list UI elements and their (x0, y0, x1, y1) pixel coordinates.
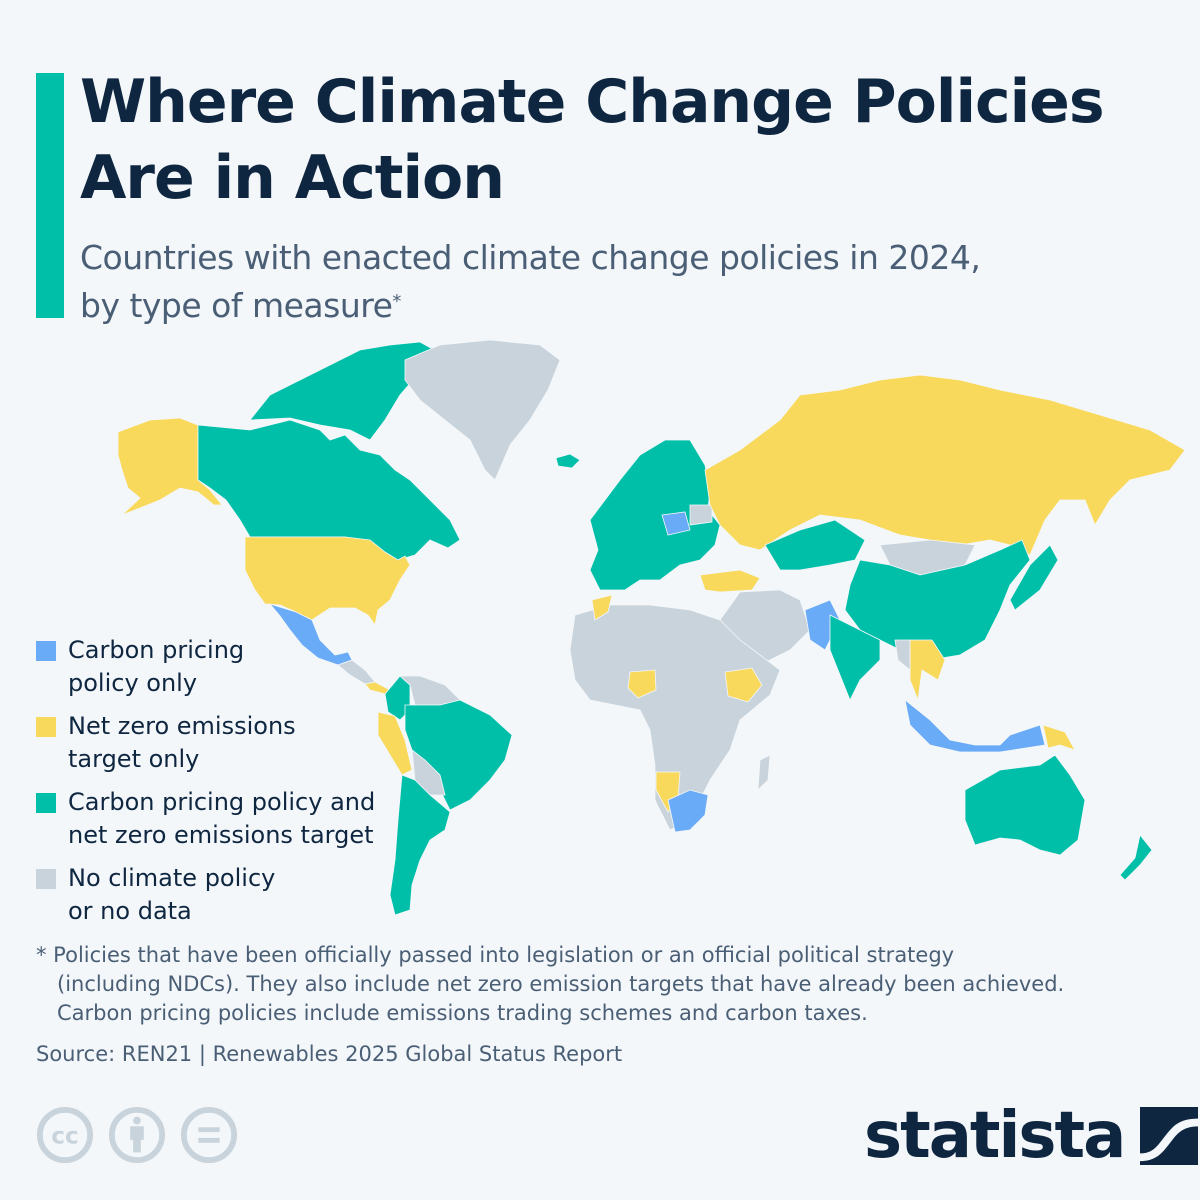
license-icons: cc (36, 1106, 238, 1164)
attribution-icon[interactable] (108, 1106, 166, 1164)
legend-item-both: Carbon pricing policy and net zero emiss… (36, 786, 396, 852)
world-map (117, 339, 1186, 916)
legend-label: Carbon pricing policy and net zero emiss… (68, 786, 396, 852)
legend-label: Net zero emissions target only (68, 710, 396, 776)
accent-bar (36, 73, 64, 318)
region-indonesia (904, 699, 1046, 753)
region-turkey (699, 569, 761, 593)
footnote-line-3: Carbon pricing policies include emission… (57, 1001, 868, 1025)
legend-label-line: No climate policy (68, 864, 276, 892)
region-kazakhstan (764, 519, 866, 571)
footnote-line-1: * Policies that have been officially pas… (36, 943, 955, 967)
region-south-africa (667, 789, 709, 833)
title-line-1: Where Climate Change Policies (80, 67, 1105, 137)
legend-label-line: target only (68, 745, 200, 773)
svg-text:cc: cc (51, 1123, 79, 1150)
legend-label-line: policy only (68, 669, 198, 697)
region-belarus (689, 504, 713, 526)
legend-item-none: No climate policy or no data (36, 862, 396, 928)
legend-label-line: net zero emissions target (68, 821, 374, 849)
region-myanmar (894, 639, 911, 671)
region-europe (589, 439, 721, 591)
cc-icon[interactable]: cc (36, 1106, 94, 1164)
region-greenland (404, 339, 561, 481)
footnote-line-2: (including NDCs). They also include net … (57, 972, 1065, 996)
statista-mark-icon (1140, 1107, 1199, 1165)
title-line-2: Are in Action (80, 143, 505, 213)
region-india (829, 614, 881, 701)
legend-item-carbon-pricing-only: Carbon pricing policy only (36, 634, 396, 700)
subtitle-footnote-marker: * (392, 291, 401, 312)
region-morocco (591, 594, 613, 621)
legend-label: Carbon pricing policy only (68, 634, 396, 700)
legend-label-line: Carbon pricing (68, 636, 245, 664)
legend-swatch (36, 793, 56, 813)
region-papua-new-guinea (1042, 724, 1076, 751)
region-iceland (555, 453, 581, 469)
region-madagascar (757, 754, 771, 792)
legend-label: No climate policy or no data (68, 862, 396, 928)
legend-item-net-zero-only: Net zero emissions target only (36, 710, 396, 776)
no-derivatives-icon[interactable] (180, 1106, 238, 1164)
legend-label-line: or no data (68, 897, 192, 925)
region-canada (197, 419, 461, 561)
subtitle-line-2-text: by type of measure (80, 286, 393, 325)
legend-swatch (36, 869, 56, 889)
region-ethiopia (724, 667, 763, 703)
region-china (844, 539, 1031, 661)
legend: Carbon pricing policy only Net zero emis… (36, 634, 396, 938)
subtitle-line-2: by type of measure* (80, 282, 1180, 330)
source-text: Source: REN21 | Renewables 2025 Global S… (36, 1042, 623, 1066)
subtitle-line-1: Countries with enacted climate change po… (80, 238, 981, 277)
page-title: Where Climate Change Policies Are in Act… (80, 64, 1180, 216)
subtitle: Countries with enacted climate change po… (80, 234, 1180, 330)
region-japan (1009, 544, 1059, 611)
legend-label-line: Carbon pricing policy and (68, 788, 376, 816)
legend-swatch (36, 717, 56, 737)
region-peru (377, 711, 413, 776)
region-nigeria (627, 669, 657, 699)
region-new-zealand (1119, 834, 1153, 881)
region-poland (661, 511, 691, 536)
region-chile-argentina-uruguay (389, 774, 451, 916)
brand-name: statista (864, 1099, 1126, 1173)
region-africa (569, 604, 781, 831)
legend-swatch (36, 641, 56, 661)
legend-label-line: Net zero emissions (68, 712, 296, 740)
statista-logo[interactable]: statista (864, 1098, 1199, 1174)
region-thailand-laos-cambodia (909, 639, 946, 702)
footnote: * Policies that have been officially pas… (36, 941, 1176, 1028)
region-russia (704, 374, 1186, 556)
region-alaska-usa (117, 417, 223, 516)
region-australia (964, 754, 1086, 856)
